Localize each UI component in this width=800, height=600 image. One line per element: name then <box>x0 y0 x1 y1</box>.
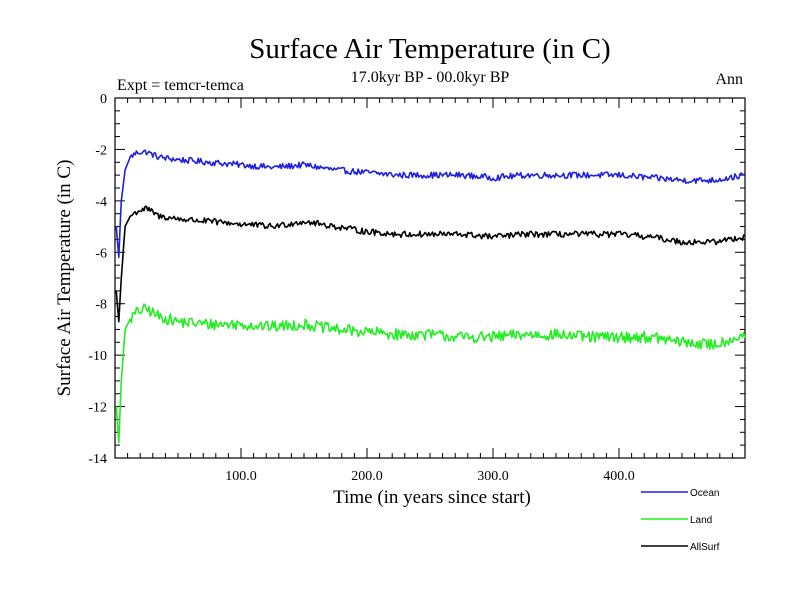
legend-label-allsurf: AllSurf <box>690 542 720 553</box>
x-tick-label: 100.0 <box>225 469 257 484</box>
series-line-ocean <box>115 149 746 259</box>
y-tick-label: -14 <box>88 452 107 467</box>
x-tick-labels: 100.0 200.0 300.0 400.0 <box>225 469 635 484</box>
y-tick-labels: 0 -2 -4 -6 -8 -10 -12 -14 <box>88 92 107 467</box>
series-line-land <box>115 303 746 444</box>
x-tick-label: 400.0 <box>603 469 635 484</box>
y-tick-label: -12 <box>88 401 107 416</box>
y-tick-label: -10 <box>88 349 107 364</box>
y-axis-label: Surface Air Temperature (in C) <box>54 160 75 397</box>
axis-ticks <box>115 98 745 458</box>
x-tick-label: 300.0 <box>477 469 509 484</box>
legend-label-ocean: Ocean <box>690 488 719 499</box>
y-tick-label: -6 <box>95 246 107 261</box>
season-label: Ann <box>715 71 743 88</box>
x-tick-label: 200.0 <box>351 469 383 484</box>
y-tick-label: -2 <box>95 143 107 158</box>
plot-frame <box>114 97 746 459</box>
series-lines <box>115 149 746 444</box>
chart-subtitle: 17.0kyr BP - 00.0kyr BP <box>351 69 510 86</box>
y-tick-label: -4 <box>95 195 107 210</box>
chart-title: Surface Air Temperature (in C) <box>249 33 610 65</box>
y-tick-label: 0 <box>100 92 107 107</box>
expt-label: Expt = temcr-temca <box>117 77 244 94</box>
legend-label-land: Land <box>690 515 712 526</box>
legend: Ocean Land AllSurf <box>641 488 720 553</box>
series-line-allsurf <box>115 205 746 323</box>
y-tick-label: -8 <box>95 298 107 313</box>
x-axis-label: Time (in years since start) <box>333 487 531 508</box>
